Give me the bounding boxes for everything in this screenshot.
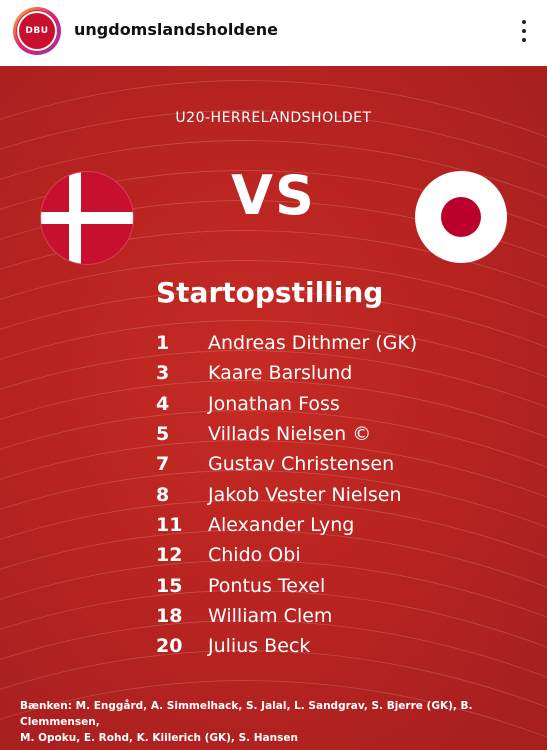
player-name: Villads Nielsen © — [208, 423, 372, 446]
lineup-row: 12 Chido Obi — [156, 540, 536, 570]
denmark-flag-icon — [40, 171, 134, 265]
player-number: 3 — [156, 362, 170, 385]
player-number: 4 — [156, 392, 170, 415]
lineup-row: 1 Andreas Dithmer (GK) — [156, 328, 536, 358]
player-name: Alexander Lyng — [208, 513, 355, 536]
lineup-list: 1 Andreas Dithmer (GK) 3 Kaare Barslund … — [156, 328, 536, 661]
lineup-heading: Startopstilling — [156, 276, 384, 309]
lineup-row: 15 Pontus Texel — [156, 570, 536, 600]
team-subtitle: U20-HERRELANDSHOLDET — [175, 110, 372, 126]
lineup-row: 20 Julius Beck — [156, 631, 536, 661]
player-name: Chido Obi — [208, 544, 301, 567]
dbu-logo: DBU — [17, 11, 57, 51]
more-vertical-icon[interactable] — [519, 20, 529, 42]
player-name: Jakob Vester Nielsen — [208, 483, 402, 506]
player-name: Gustav Christensen — [208, 453, 395, 476]
lineup-row: 18 William Clem — [156, 601, 536, 631]
player-number: 18 — [156, 604, 183, 627]
post-header: DBU ungdomslandsholdene — [0, 0, 547, 66]
player-number: 20 — [156, 635, 183, 658]
lineup-row: 3 Kaare Barslund — [156, 358, 536, 388]
player-number: 8 — [156, 483, 170, 506]
bench-line-1: Bænken: M. Enggård, A. Simmelhack, S. Ja… — [20, 700, 473, 728]
player-name: William Clem — [208, 604, 333, 627]
player-name: Kaare Barslund — [208, 362, 353, 385]
avatar[interactable]: DBU — [13, 7, 61, 55]
player-number: 12 — [156, 544, 183, 567]
lineup-row: 7 Gustav Christensen — [156, 449, 536, 479]
bench-line-2: M. Opoku, E. Rohd, K. Kiilerich (GK), S.… — [20, 732, 298, 744]
player-number: 1 — [156, 332, 170, 355]
player-number: 5 — [156, 423, 170, 446]
player-name: Julius Beck — [208, 635, 311, 658]
lineup-row: 11 Alexander Lyng — [156, 510, 536, 540]
player-name: Andreas Dithmer (GK) — [208, 332, 418, 355]
username[interactable]: ungdomslandsholdene — [74, 20, 278, 39]
player-name: Jonathan Foss — [208, 392, 340, 415]
player-name: Pontus Texel — [208, 574, 326, 597]
lineup-row: 5 Villads Nielsen © — [156, 419, 536, 449]
lineup-row: 4 Jonathan Foss — [156, 389, 536, 419]
lineup-row: 8 Jakob Vester Nielsen — [156, 479, 536, 509]
japan-flag-icon — [415, 171, 507, 263]
post-image: U20-HERRELANDSHOLDET VS Startopstilling … — [0, 66, 547, 750]
versus-label: VS — [231, 164, 316, 227]
player-number: 7 — [156, 453, 170, 476]
bench-list: Bænken: M. Enggård, A. Simmelhack, S. Ja… — [20, 698, 535, 746]
player-number: 11 — [156, 513, 183, 536]
player-number: 15 — [156, 574, 183, 597]
